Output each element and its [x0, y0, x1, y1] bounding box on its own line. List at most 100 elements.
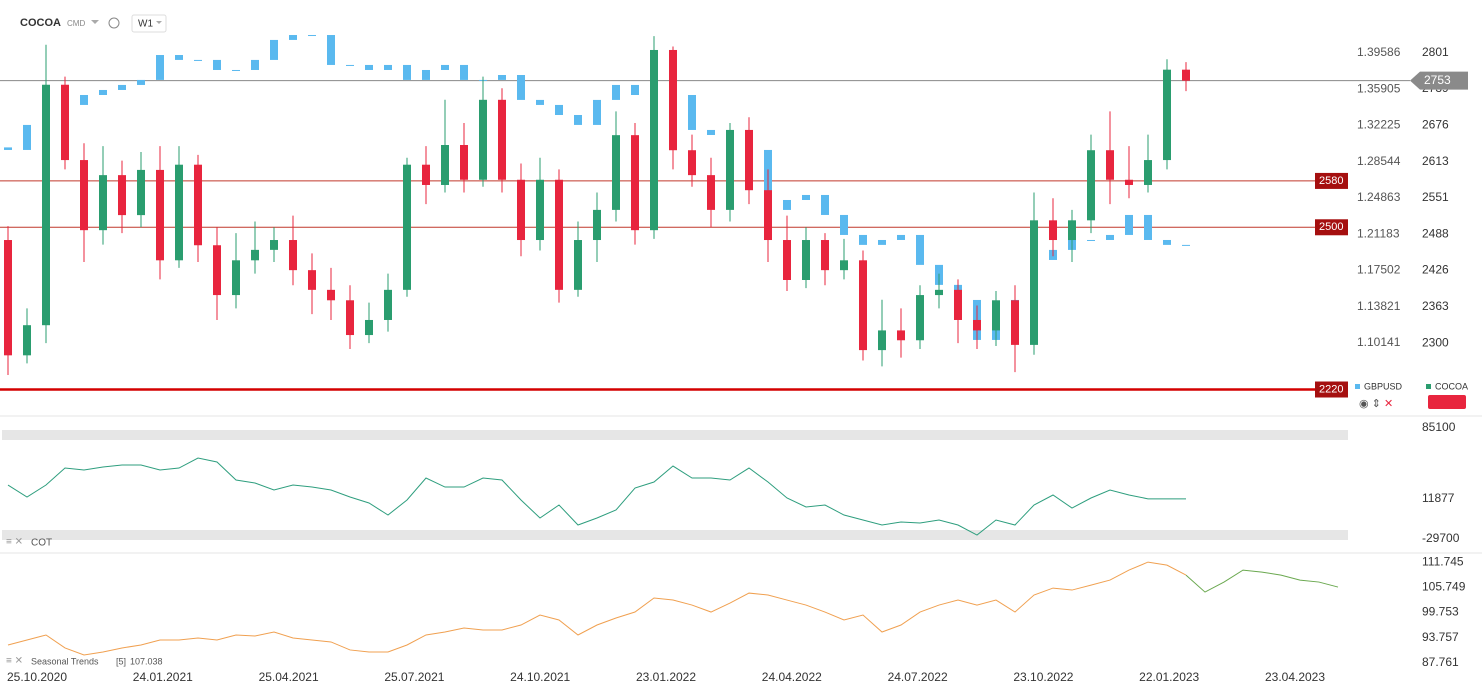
y-tick-label: 2426: [1422, 262, 1449, 276]
candle-body: [346, 64, 354, 66]
candle-body: [840, 260, 848, 271]
candle-body: [973, 319, 981, 331]
y2-tick-label: 1.21183: [1357, 226, 1400, 240]
candle-body: [574, 114, 582, 125]
x-tick-label: 25.07.2021: [384, 670, 444, 684]
candle-body: [80, 160, 88, 231]
candle-body: [707, 175, 715, 210]
candle-body: [194, 164, 202, 246]
candle-body: [460, 145, 468, 180]
x-tick-label: 24.01.2021: [133, 670, 193, 684]
candle-body: [802, 240, 810, 280]
candle-body: [384, 64, 392, 70]
candle-body: [593, 209, 601, 241]
symbol-type: CMD: [67, 19, 85, 28]
candle-body: [992, 300, 1000, 331]
candle-body: [916, 295, 924, 341]
level-label-box: [1315, 219, 1348, 236]
candle-body: [308, 35, 316, 37]
candle-body: [631, 84, 639, 95]
y2-tick-label: 1.10141: [1357, 335, 1401, 349]
candle-body: [384, 289, 392, 320]
candle-body: [194, 59, 202, 61]
x-tick-label: 25.04.2021: [259, 670, 319, 684]
candle-body: [612, 135, 620, 210]
candle-body: [1011, 300, 1019, 345]
candle-body: [897, 234, 905, 240]
candle-body: [1182, 244, 1190, 246]
candle-body: [555, 179, 563, 290]
candle-body: [1125, 179, 1133, 185]
legend-gbpusd[interactable]: GBPUSD: [1364, 381, 1403, 391]
level-label: 2500: [1319, 221, 1343, 233]
candle-body: [251, 59, 259, 70]
candle-body: [479, 99, 487, 180]
candle-body: [1163, 69, 1171, 161]
candle-body: [517, 75, 525, 100]
candle-body: [1125, 214, 1133, 235]
candle-body: [308, 270, 316, 290]
y-tick-label: 2613: [1422, 154, 1449, 168]
candle-body: [783, 199, 791, 210]
legend-controls-box[interactable]: [1428, 395, 1466, 409]
y-tick-label: 87.761: [1422, 655, 1459, 669]
dropdown-arrow: [156, 21, 162, 24]
info-icon[interactable]: [108, 17, 120, 29]
y-tick-label: -29700: [1422, 531, 1460, 545]
cot-band: [2, 530, 1348, 540]
series-line: [7, 561, 1187, 656]
candle-body: [23, 124, 31, 150]
y2-tick-label: 1.24863: [1357, 190, 1401, 204]
candle-body: [403, 164, 411, 290]
x-tick-label: 24.07.2022: [888, 670, 948, 684]
legend-swatch: [1355, 384, 1360, 389]
y-tick-label: 93.757: [1422, 630, 1459, 644]
x-tick-label: 22.01.2023: [1139, 670, 1199, 684]
candle-body: [574, 240, 582, 290]
candle-body: [175, 55, 183, 60]
timeframe-box[interactable]: [131, 14, 167, 33]
candle-body: [1030, 220, 1038, 345]
candle-body: [251, 249, 259, 261]
candle-body: [536, 179, 544, 241]
y-tick-label: 2488: [1422, 226, 1449, 240]
legend-controls[interactable]: ◉ ⇕ ✕: [1359, 398, 1393, 410]
y-tick-label: 105.749: [1422, 579, 1466, 593]
candle-body: [99, 89, 107, 95]
candle-body: [1087, 239, 1095, 241]
candle-body: [403, 64, 411, 80]
candle-body: [289, 35, 297, 40]
candle-body: [1049, 220, 1057, 241]
candle-body: [99, 175, 107, 231]
candle-body: [232, 260, 240, 296]
candle-body: [612, 84, 620, 100]
candle-body: [707, 129, 715, 135]
y-tick-label: 85100: [1422, 420, 1456, 434]
candle-body: [897, 330, 905, 341]
x-tick-label: 23.01.2022: [636, 670, 696, 684]
x-tick-label: 23.10.2022: [1013, 670, 1073, 684]
candle-body: [859, 234, 867, 245]
candle-body: [365, 319, 373, 336]
candle-body: [270, 240, 278, 250]
candle-body: [422, 69, 430, 80]
series-line: [1185, 569, 1339, 593]
candle-body: [42, 84, 50, 326]
pane-icons[interactable]: ≡ ✕: [6, 537, 23, 548]
pane-icons[interactable]: ≡ ✕: [6, 656, 23, 667]
last-price-label: 2753: [1424, 73, 1451, 87]
candle-body: [650, 49, 658, 231]
level-label-box: [1315, 381, 1348, 398]
x-tick-label: 25.10.2020: [7, 670, 67, 684]
candle-body: [1144, 160, 1152, 185]
dropdown-arrow[interactable]: [91, 20, 99, 24]
legend-cocoa[interactable]: COCOA: [1435, 381, 1468, 391]
candle-body: [935, 289, 943, 296]
x-tick-label: 23.04.2023: [1265, 670, 1325, 684]
candle-body: [536, 99, 544, 105]
candle-body: [327, 289, 335, 301]
seasonal-params: [5]: [116, 656, 126, 666]
y-tick-label: 111.745: [1422, 554, 1464, 568]
y-tick-label: 11877: [1422, 491, 1455, 505]
